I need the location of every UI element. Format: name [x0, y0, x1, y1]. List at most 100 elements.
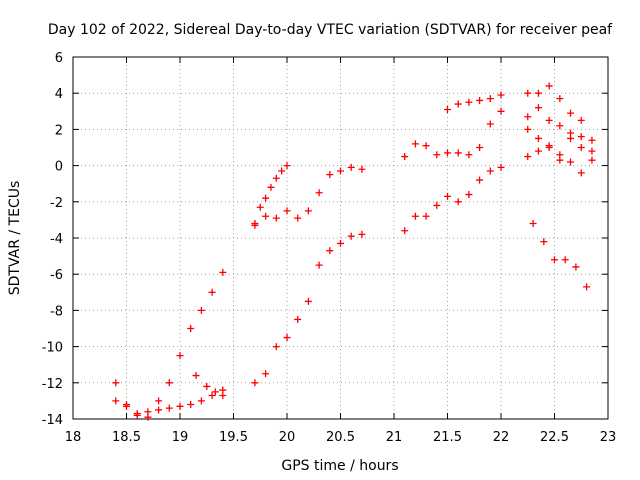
data-point: [567, 134, 575, 142]
data-point: [433, 201, 441, 209]
data-point: [187, 401, 195, 409]
y-axis-label: SDTVAR / TECUs: [7, 181, 23, 296]
data-point: [155, 397, 163, 405]
x-tick-label: 18: [65, 430, 82, 445]
y-tick-label: -10: [42, 341, 63, 356]
data-point: [337, 239, 344, 247]
data-point: [262, 370, 270, 378]
data-point: [486, 120, 494, 128]
data-point: [588, 136, 596, 144]
data-point: [476, 176, 484, 184]
data-point: [208, 288, 216, 296]
data-point: [337, 167, 344, 175]
data-point: [422, 142, 430, 150]
data-point: [197, 397, 205, 405]
y-tick-label: -12: [42, 377, 63, 392]
x-tick-label: 21.5: [433, 430, 462, 445]
data-point: [534, 104, 542, 112]
data-point: [567, 109, 575, 117]
chart-title: Day 102 of 2022, Sidereal Day-to-day VTE…: [48, 22, 613, 38]
data-point: [192, 372, 200, 380]
data-point: [524, 125, 532, 133]
data-point: [144, 413, 152, 421]
data-point: [326, 247, 334, 255]
series-track-g: [401, 107, 505, 161]
data-point: [278, 167, 286, 175]
data-point: [176, 352, 184, 360]
data-point: [315, 189, 323, 197]
data-point: [567, 158, 575, 166]
data-point: [197, 306, 205, 314]
data-point: [444, 192, 451, 200]
data-point: [476, 144, 484, 151]
y-tick-label: 4: [55, 87, 63, 102]
data-point: [556, 122, 564, 130]
data-point: [486, 167, 494, 175]
data-point: [283, 334, 291, 342]
data-point: [211, 388, 219, 396]
data-point: [294, 214, 302, 222]
data-point: [401, 227, 409, 235]
x-tick-label: 21: [386, 430, 403, 445]
y-tick-label: 6: [55, 51, 63, 66]
data-point: [123, 402, 130, 410]
data-point: [411, 140, 419, 148]
data-point: [112, 379, 120, 387]
data-point: [272, 343, 280, 351]
data-point: [294, 315, 302, 323]
data-point: [267, 183, 275, 191]
data-point: [358, 165, 366, 173]
y-tick-label: -2: [50, 196, 63, 211]
data-point: [444, 105, 451, 113]
series-track-b: [112, 386, 227, 421]
data-series: [112, 82, 596, 421]
data-point: [465, 98, 473, 106]
data-point: [187, 325, 195, 332]
series-track-m: [524, 142, 585, 177]
data-point: [454, 149, 462, 157]
data-point: [422, 212, 430, 220]
data-point: [540, 238, 548, 246]
data-point: [112, 397, 120, 405]
data-point: [358, 230, 366, 238]
x-tick-label: 20.5: [326, 430, 355, 445]
data-point: [155, 406, 163, 414]
data-point: [272, 174, 280, 182]
data-point: [534, 134, 542, 142]
series-track-f: [251, 230, 366, 387]
series-track-i: [444, 91, 505, 113]
series-track-n: [529, 220, 591, 291]
data-point: [283, 162, 291, 170]
data-point: [524, 89, 532, 97]
data-point: [219, 391, 227, 399]
data-point: [444, 149, 451, 157]
data-point: [486, 95, 494, 103]
x-tick-label: 19.5: [219, 430, 248, 445]
data-point: [572, 263, 580, 271]
series-track-j: [524, 82, 596, 144]
series-track-h: [401, 163, 505, 235]
grid: [73, 57, 608, 419]
data-point: [256, 203, 264, 211]
data-point: [401, 153, 409, 161]
data-point: [545, 116, 553, 124]
data-point: [551, 256, 558, 264]
data-point: [433, 151, 441, 159]
data-point: [545, 142, 553, 150]
data-point: [561, 256, 569, 264]
data-point: [588, 147, 596, 155]
data-point: [524, 113, 532, 121]
data-point: [251, 220, 259, 228]
data-point: [304, 207, 312, 215]
data-point: [315, 261, 323, 269]
x-axis-label: GPS time / hours: [281, 458, 398, 474]
data-point: [465, 151, 473, 159]
series-track-e: [251, 163, 366, 228]
y-tick-label: -8: [50, 304, 63, 319]
data-point: [583, 283, 591, 291]
y-tick-label: -4: [50, 232, 63, 247]
data-point: [497, 163, 505, 171]
y-tick-label: -14: [42, 413, 63, 428]
data-point: [262, 194, 270, 202]
